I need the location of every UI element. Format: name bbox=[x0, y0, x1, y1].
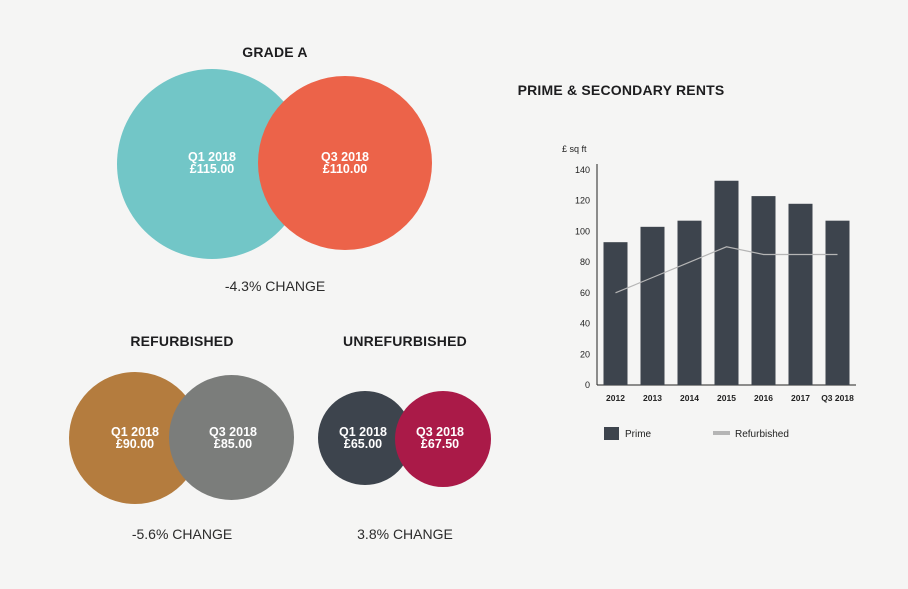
venn-title: REFURBISHED bbox=[130, 333, 234, 349]
y-tick-label: 100 bbox=[575, 226, 590, 236]
bar bbox=[751, 196, 776, 385]
venn-left-label: Q1 2018 £90.00 bbox=[111, 425, 159, 451]
venn-right-value: £67.50 bbox=[420, 437, 460, 451]
x-tick-label: 2014 bbox=[680, 393, 699, 403]
venn-right-circle bbox=[258, 76, 432, 250]
y-tick-label: 40 bbox=[580, 319, 590, 329]
bar bbox=[788, 203, 813, 385]
venn-left-value: £90.00 bbox=[115, 437, 155, 451]
y-tick-label: 60 bbox=[580, 288, 590, 298]
chart-title: PRIME & SECONDARY RENTS bbox=[517, 82, 725, 98]
legend-label-refurbished: Refurbished bbox=[735, 429, 789, 440]
venn-right-period: Q3 2018 bbox=[209, 425, 257, 439]
bar bbox=[714, 180, 739, 385]
bar bbox=[677, 220, 702, 385]
series-line-refurbished bbox=[615, 246, 838, 294]
y-tick-label: 0 bbox=[585, 380, 590, 390]
venn-left-value: £115.00 bbox=[189, 162, 235, 176]
venn-left-period: Q1 2018 bbox=[111, 425, 159, 439]
venn-left-period: Q1 2018 bbox=[339, 425, 387, 439]
venn-right-period: Q3 2018 bbox=[321, 150, 369, 164]
venn-change: -5.6% CHANGE bbox=[131, 526, 233, 542]
y-axis-label: £ sq ft bbox=[562, 144, 587, 154]
x-tick-label: 2012 bbox=[606, 393, 625, 403]
x-tick-label: 2017 bbox=[791, 393, 810, 403]
y-tick-label: 20 bbox=[580, 349, 590, 359]
venn-right-label: Q3 2018 £85.00 bbox=[209, 425, 257, 451]
venn-left-label: Q1 2018 £115.00 bbox=[188, 150, 236, 176]
x-tick-label: 2013 bbox=[643, 393, 662, 403]
venn-left-label: Q1 2018 £65.00 bbox=[339, 425, 387, 451]
legend-swatch-prime bbox=[604, 427, 619, 440]
venn-right-circle bbox=[395, 391, 491, 487]
y-tick-label: 140 bbox=[575, 165, 590, 175]
x-tick-label: Q3 2018 bbox=[821, 393, 854, 403]
y-tick-label: 120 bbox=[575, 196, 590, 206]
venn-right-period: Q3 2018 bbox=[416, 425, 464, 439]
venn-right-circle bbox=[169, 375, 294, 500]
legend-label-prime: Prime bbox=[625, 429, 652, 440]
bar bbox=[825, 220, 850, 385]
x-tick-label: 2015 bbox=[717, 393, 736, 403]
venn-right-value: £85.00 bbox=[213, 437, 253, 451]
bar bbox=[640, 226, 665, 385]
venn-title: UNREFURBISHED bbox=[343, 333, 467, 349]
venn-title: GRADE A bbox=[242, 44, 308, 60]
bar bbox=[603, 242, 628, 385]
legend-swatch-refurbished bbox=[713, 431, 730, 435]
venn-change: 3.8% CHANGE bbox=[357, 526, 453, 542]
venn-left-value: £65.00 bbox=[343, 437, 383, 451]
x-tick-label: 2016 bbox=[754, 393, 773, 403]
venn-left-period: Q1 2018 bbox=[188, 150, 236, 164]
y-tick-label: 80 bbox=[580, 257, 590, 267]
venn-right-label: Q3 2018 £67.50 bbox=[416, 425, 464, 451]
venn-right-value: £110.00 bbox=[322, 162, 368, 176]
venn-right-label: Q3 2018 £110.00 bbox=[321, 150, 369, 176]
venn-change: -4.3% CHANGE bbox=[224, 278, 326, 294]
